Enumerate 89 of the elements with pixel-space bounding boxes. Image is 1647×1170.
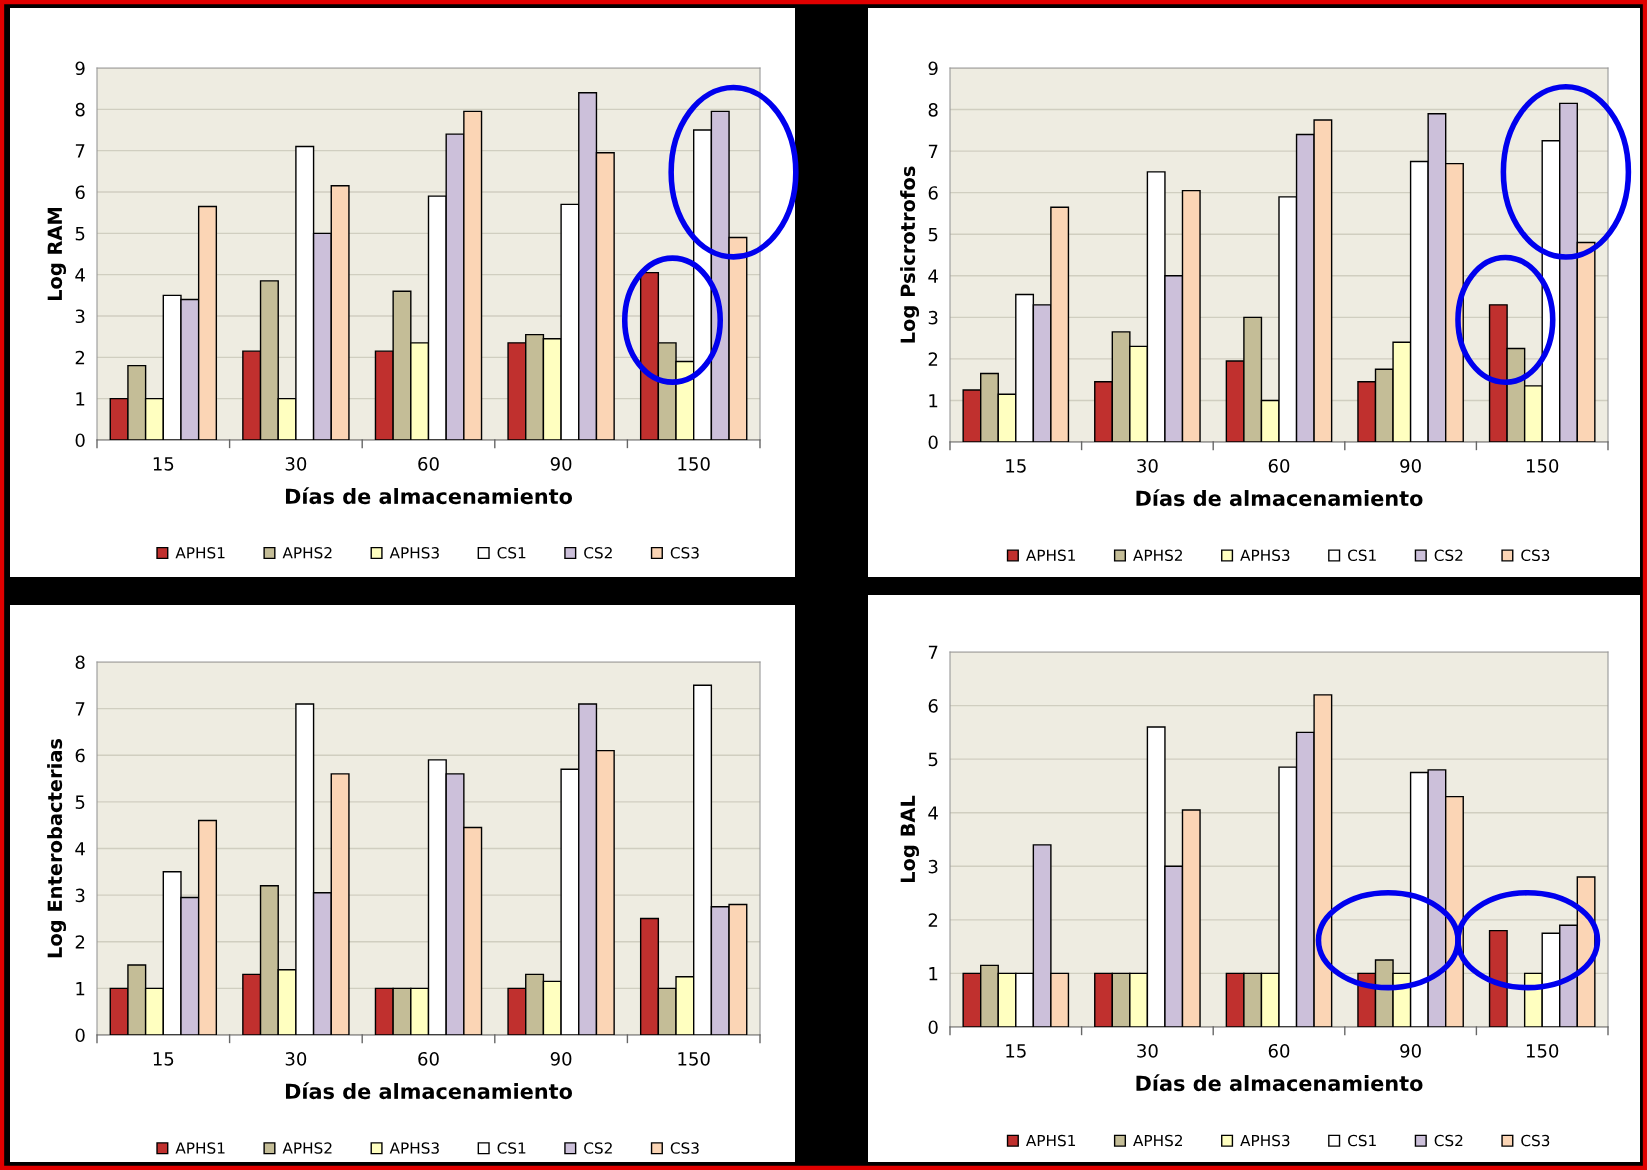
y-tick-label: 8 xyxy=(75,655,85,670)
y-tick-label: 5 xyxy=(75,227,85,241)
legend-label: APHS3 xyxy=(1240,549,1290,562)
x-tick-label: 150 xyxy=(1526,458,1559,473)
y-tick-label: 5 xyxy=(75,795,85,809)
legend-label: APHS1 xyxy=(1025,549,1076,562)
legend-label: CS3 xyxy=(670,1142,699,1154)
x-tick-label: 90 xyxy=(550,1051,572,1066)
x-tick-label: 15 xyxy=(1006,1044,1026,1058)
y-tick-label: 6 xyxy=(928,186,938,200)
x-tick-label: 30 xyxy=(285,456,307,471)
legend-label: CS2 xyxy=(584,1142,612,1154)
x-axis-title: Días de almacenamiento xyxy=(1136,489,1423,507)
y-tick-label: 1 xyxy=(929,394,938,408)
y-tick-label: 3 xyxy=(928,310,938,325)
x-tick-label: 150 xyxy=(678,1051,710,1066)
legend-label: APHS3 xyxy=(389,1142,439,1154)
y-tick-label: 0 xyxy=(928,435,938,450)
y-tick-label: 3 xyxy=(928,859,938,874)
x-tick-label: 30 xyxy=(285,1051,307,1066)
y-tick-label: 2 xyxy=(928,913,938,927)
y-tick-label: 7 xyxy=(75,702,85,716)
legend-label: APHS1 xyxy=(1025,1134,1076,1147)
y-tick-label: 6 xyxy=(75,185,85,200)
y-tick-label: 0 xyxy=(928,1020,938,1035)
y-tick-label: 3 xyxy=(75,888,85,903)
y-tick-label: 8 xyxy=(928,103,938,117)
x-tick-label: 15 xyxy=(1006,459,1026,473)
y-tick-label: 0 xyxy=(75,1028,85,1043)
y-tick-label: 7 xyxy=(75,144,85,158)
x-tick-label: 60 xyxy=(1268,1043,1290,1058)
x-tick-label: 90 xyxy=(1400,1043,1421,1058)
legend-label: CS3 xyxy=(1521,549,1550,562)
y-tick-label: 2 xyxy=(928,352,938,366)
y-axis-title: Log Enterobacterias xyxy=(47,738,67,958)
y-axis-title: Log RAM xyxy=(47,207,67,301)
legend-label: APHS1 xyxy=(175,1142,225,1154)
legend-label: CS1 xyxy=(497,547,526,559)
y-tick-label: 2 xyxy=(75,350,85,365)
y-tick-label: 2 xyxy=(75,935,85,949)
x-tick-label: 15 xyxy=(153,1052,174,1066)
y-axis-title: Log BAL xyxy=(900,795,920,883)
x-tick-label: 30 xyxy=(1137,458,1158,473)
y-tick-label: 4 xyxy=(75,842,85,856)
y-tick-label: 8 xyxy=(75,102,85,117)
y-tick-label: 0 xyxy=(75,433,85,448)
x-tick-label: 60 xyxy=(1268,458,1290,473)
x-axis-title: Días de almacenamiento xyxy=(285,487,573,505)
x-tick-label: 90 xyxy=(1400,458,1421,473)
y-tick-label: 5 xyxy=(928,227,938,242)
y-axis-title: Log Psicrotrofos xyxy=(900,166,920,343)
x-tick-label: 30 xyxy=(1137,1043,1158,1058)
legend-label: APHS1 xyxy=(175,547,225,559)
legend-label: APHS3 xyxy=(389,547,439,559)
y-tick-label: 4 xyxy=(928,269,938,283)
y-tick-label: 5 xyxy=(928,752,938,767)
y-tick-label: 9 xyxy=(75,61,85,76)
x-tick-label: 150 xyxy=(678,456,710,471)
y-tick-label: 3 xyxy=(75,309,85,324)
y-tick-label: 7 xyxy=(928,645,938,659)
legend-label: CS3 xyxy=(670,547,699,559)
legend-label: APHS2 xyxy=(282,1142,332,1154)
y-tick-label: 1 xyxy=(76,982,85,996)
legend-label: CS2 xyxy=(584,547,612,559)
legend-label: CS3 xyxy=(1521,1134,1550,1147)
legend-label: CS2 xyxy=(1434,549,1463,562)
y-tick-label: 4 xyxy=(928,806,938,820)
x-axis-title: Días de almacenamiento xyxy=(1136,1074,1423,1092)
y-tick-label: 6 xyxy=(928,699,938,713)
y-tick-label: 9 xyxy=(928,61,938,76)
legend-label: CS1 xyxy=(1348,549,1376,562)
y-tick-label: 1 xyxy=(76,392,85,406)
legend-label: CS1 xyxy=(1348,1134,1376,1147)
y-tick-label: 7 xyxy=(928,144,938,158)
y-tick-label: 4 xyxy=(75,268,85,282)
y-tick-label: 1 xyxy=(929,967,938,981)
x-tick-label: 150 xyxy=(1526,1043,1559,1058)
legend-label: APHS2 xyxy=(282,547,332,559)
y-tick-label: 6 xyxy=(75,748,85,763)
legend-label: APHS2 xyxy=(1133,1134,1182,1147)
legend-label: APHS3 xyxy=(1240,1134,1290,1147)
x-axis-title: Días de almacenamiento xyxy=(285,1082,573,1100)
legend-label: APHS2 xyxy=(1133,549,1182,562)
x-tick-label: 60 xyxy=(418,456,439,471)
x-tick-label: 90 xyxy=(550,456,572,471)
legend-label: CS1 xyxy=(497,1142,526,1154)
x-tick-label: 15 xyxy=(153,457,174,471)
x-tick-label: 60 xyxy=(418,1051,439,1066)
legend-label: CS2 xyxy=(1434,1134,1463,1147)
